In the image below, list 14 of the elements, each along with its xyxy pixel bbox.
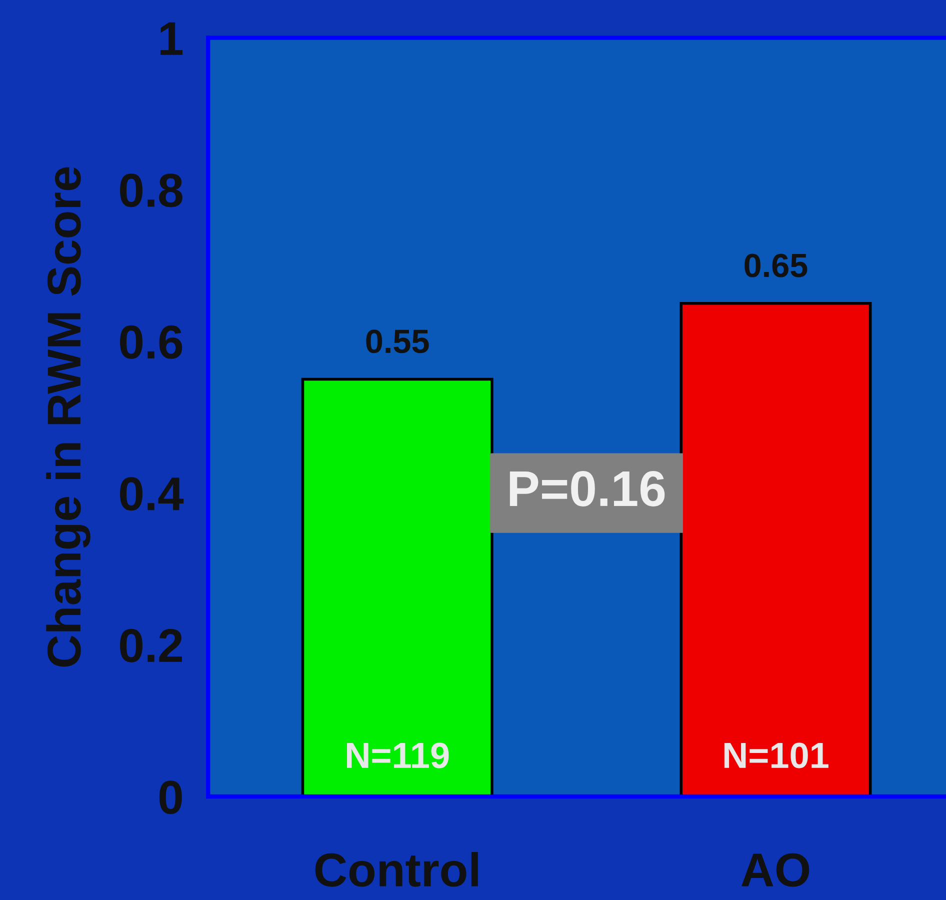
y-axis-title: Change in RWM Score (46, 167, 90, 667)
x-tick-label: Control (315, 852, 478, 887)
y-tick-label: 0 (159, 780, 182, 814)
data-label: 0.55 (366, 330, 429, 354)
annotation: N=101 (724, 742, 828, 768)
annotation: N=119 (347, 742, 449, 768)
data-label: 0.65 (744, 254, 808, 278)
y-tick-label: 0.2 (120, 628, 182, 662)
x-tick-label: AO (741, 853, 810, 887)
y-tick-label: 0.6 (120, 325, 182, 359)
y-tick-label: 1 (160, 22, 182, 55)
annotation: P=0.16 (510, 471, 665, 506)
y-tick-label: 0.8 (120, 174, 182, 208)
y-tick-label: 0.4 (120, 477, 184, 511)
